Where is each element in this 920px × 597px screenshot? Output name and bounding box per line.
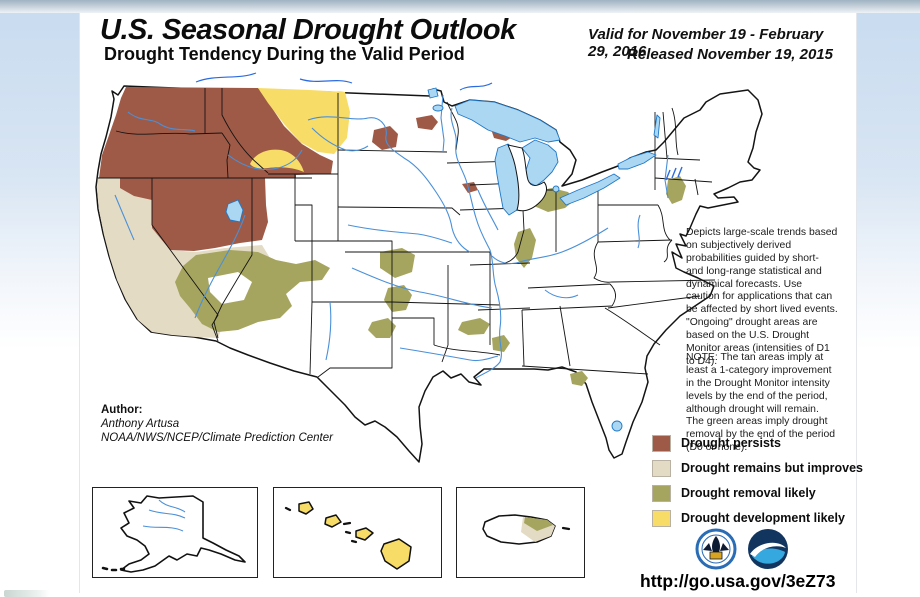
region-montana-dakota-development xyxy=(258,88,350,154)
state-borders xyxy=(98,88,716,378)
released-date-text: Released November 19, 2015 xyxy=(627,46,833,63)
agency-logos xyxy=(695,528,788,570)
bottom-left-artifact xyxy=(4,590,50,597)
noaa-logo xyxy=(748,529,788,569)
michigan-mitten xyxy=(507,144,548,212)
browser-top-gradient-bar xyxy=(0,0,920,13)
region-ne-california-persists xyxy=(120,178,152,200)
doc-seal-logo xyxy=(695,528,737,570)
puerto-rico-inset-box xyxy=(456,487,585,578)
regions-drought-removal xyxy=(175,176,686,386)
legend-item-development: Drought development likely xyxy=(652,508,863,528)
page-title: U.S. Seasonal Drought Outlook xyxy=(100,14,516,46)
page-left-margin xyxy=(0,13,80,593)
map-note: NOTE: The tan areas imply at least a 1-c… xyxy=(686,352,836,454)
region-northwest-persists xyxy=(99,87,333,251)
region-idaho-crescent-development xyxy=(250,149,304,172)
puerto-rico-map xyxy=(482,514,571,545)
map-description: Depicts large-scale trends based on subj… xyxy=(686,227,838,367)
legend-item-improves: Drought remains but improves xyxy=(652,458,863,478)
legend: Drought persists Drought remains but imp… xyxy=(652,433,863,533)
author-label: Author: xyxy=(101,404,143,416)
hawaii-map xyxy=(284,501,412,570)
persists-swatch xyxy=(652,434,671,452)
alaska-map xyxy=(101,495,246,573)
us-drought-outlook-map xyxy=(95,72,763,463)
development-swatch xyxy=(652,509,671,527)
author-name: Anthony Artusa xyxy=(101,418,180,431)
removal-swatch xyxy=(652,484,671,502)
author-org: NOAA/NWS/NCEP/Climate Prediction Center xyxy=(101,432,333,445)
improves-swatch xyxy=(652,459,671,477)
author-block: Author: Anthony Artusa NOAA/NWS/NCEP/Cli… xyxy=(101,403,333,445)
finger-lakes xyxy=(665,166,683,181)
valid-period-text: Valid for November 19 - February 29, 201… xyxy=(588,26,824,60)
shortlink-url[interactable]: http://go.usa.gov/3eZ73 xyxy=(640,571,836,591)
hawaii-inset-box xyxy=(273,487,442,578)
canada-rivers xyxy=(195,72,493,91)
page-subtitle: Drought Tendency During the Valid Period xyxy=(104,44,465,64)
page-right-margin xyxy=(856,13,920,593)
alaska-inset-box xyxy=(92,487,258,578)
legend-item-persists: Drought persists xyxy=(652,433,863,453)
legend-item-removal: Drought removal likely xyxy=(652,483,863,503)
